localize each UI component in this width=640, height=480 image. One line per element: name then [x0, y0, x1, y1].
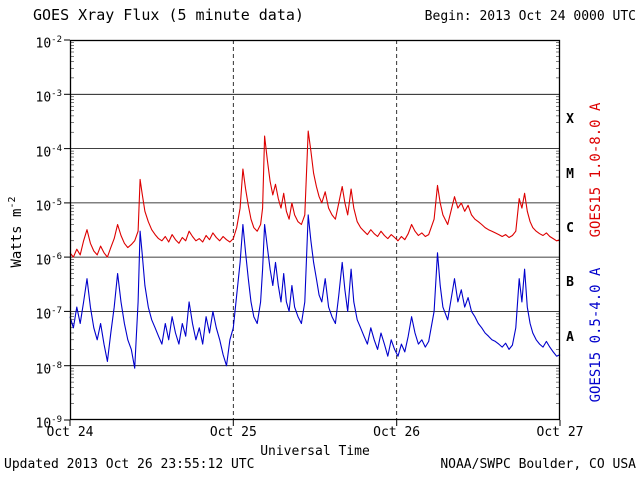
flare-class-label: X: [566, 112, 574, 128]
credit-label: NOAA/SWPC Boulder, CO USA: [440, 457, 636, 472]
flare-class-label: C: [566, 221, 574, 236]
plot-area: [64, 39, 561, 426]
flare-class-label: A: [566, 329, 574, 345]
goes-short-label: GOES15 0.5-4.0 A: [588, 267, 604, 403]
long-channel-trace: [69, 130, 561, 258]
y-tick-label: 10-4: [35, 143, 63, 160]
flux-chart-canvas: [64, 39, 561, 426]
x-tick-label: Oct 24: [46, 425, 94, 440]
goes-long-label: GOES15 1.0-8.0 A: [588, 102, 604, 238]
x-tick-label: Oct 26: [373, 425, 421, 440]
flare-class-label: B: [566, 275, 574, 291]
flare-class-label: M: [566, 166, 574, 182]
y-tick-label: 10-2: [35, 35, 63, 52]
x-axis-title: Universal Time: [260, 444, 370, 459]
begin-time-label: Begin: 2013 Oct 24 0000 UTC: [424, 9, 636, 24]
chart-title: GOES Xray Flux (5 minute data): [33, 6, 304, 24]
x-tick-label: Oct 25: [209, 425, 257, 440]
y-tick-label: 10-9: [35, 415, 63, 432]
updated-timestamp: Updated 2013 Oct 26 23:55:12 UTC: [4, 457, 255, 472]
y-tick-label: 10-6: [35, 252, 63, 269]
y-tick-label: 10-3: [35, 89, 63, 106]
y-tick-label: 10-5: [35, 197, 63, 215]
y-tick-label: 10-7: [35, 306, 63, 323]
x-tick-label: Oct 27: [536, 425, 584, 440]
short-channel-trace: [69, 214, 561, 369]
y-tick-label: 10-8: [35, 360, 63, 378]
